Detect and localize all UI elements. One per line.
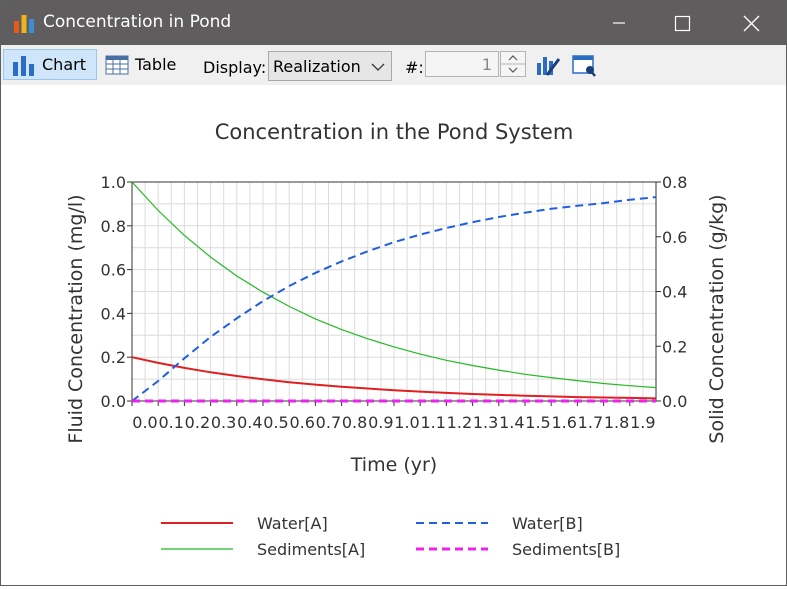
x-tick-label: 1.8: [604, 413, 629, 432]
x-tick-label: 1.1: [420, 413, 445, 432]
realization-number-input[interactable]: 1: [425, 51, 499, 77]
x-tick-label: 0.3: [211, 413, 236, 432]
x-axis-label: Time (yr): [350, 454, 437, 476]
legend-label: Sediments[B]: [512, 540, 620, 559]
display-select[interactable]: Realization: [268, 51, 392, 81]
legend-label: Water[B]: [512, 514, 583, 533]
y-axis-left-label: Fluid Concentration (mg/l): [65, 194, 87, 443]
title-bar[interactable]: Concentration in Pond: [1, 1, 786, 45]
number-spinner[interactable]: [500, 51, 526, 77]
realization-number-value: 1: [481, 55, 492, 74]
x-tick-label: 1.0: [394, 413, 419, 432]
spinner-arrows-icon: [501, 55, 525, 73]
chart-title: Concentration in the Pond System: [215, 120, 574, 144]
chart-grid: [132, 182, 656, 401]
y-right-tick-label: 0.4: [662, 283, 687, 302]
y-left-tick-label: 0.6: [101, 261, 126, 280]
series-line-water-b: [131, 196, 657, 402]
x-tick-label: 0.7: [316, 413, 341, 432]
chart-tab-label: Chart: [42, 55, 86, 74]
y-right-tick-label: 0.2: [662, 337, 687, 356]
x-tick-label: 0.0: [132, 413, 157, 432]
bar-chart-app-icon: [14, 15, 34, 33]
y-axis-right-ticks: 0.0 0.2 0.4 0.6 0.8: [656, 173, 687, 411]
maximize-icon: [674, 15, 691, 32]
close-icon: [743, 15, 760, 32]
legend-label: Water[A]: [257, 514, 328, 533]
number-label: #:: [405, 58, 424, 77]
minimize-icon: [613, 22, 625, 24]
y-right-tick-label: 0.0: [662, 392, 687, 411]
y-axis-left-ticks: 0.0 0.2 0.4 0.6 0.8 1.0: [101, 173, 132, 411]
display-label: Display:: [203, 58, 267, 77]
legend-label: Sediments[A]: [257, 540, 365, 559]
x-tick-label: 0.8: [342, 413, 367, 432]
chart-svg: Concentration in the Pond System 0.0 0.1 0…: [65, 120, 728, 559]
minimize-button[interactable]: [589, 1, 649, 45]
chart-legend: Water[A] Water[B] Sediments[A] Sediments[B]: [161, 514, 620, 559]
window-settings-icon: [572, 54, 596, 77]
close-button[interactable]: [719, 1, 779, 45]
y-left-tick-label: 0.8: [101, 217, 126, 236]
x-axis-ticks: 0.0 0.1 0.2 0.3 0.4 0.5 0.6 0.7 0.8 0.9 1.0 1.1 1.2 1…: [131, 401, 656, 432]
toolbar: Chart Table Display: Realization #: 1: [1, 45, 786, 85]
maximize-button[interactable]: [651, 1, 711, 45]
x-tick-label: 1.7: [578, 413, 603, 432]
x-tick-label: 1.2: [447, 413, 472, 432]
table-icon: [105, 55, 129, 74]
series-line-sediments-a: [131, 181, 657, 389]
chart-edit-icon: [537, 56, 561, 76]
series-line-water-a: [131, 356, 657, 400]
x-tick-label: 0.2: [185, 413, 210, 432]
x-tick-label: 1.3: [473, 413, 498, 432]
chart-series: [131, 181, 657, 403]
x-tick-label: 1.9: [630, 413, 655, 432]
y-right-tick-label: 0.6: [662, 228, 687, 247]
y-right-tick-label: 0.8: [662, 173, 687, 192]
table-tab-button[interactable]: Table: [101, 49, 185, 80]
display-select-value: Realization: [273, 57, 361, 76]
x-tick-label: 1.6: [551, 413, 576, 432]
y-left-tick-label: 0.0: [101, 392, 126, 411]
x-tick-label: 0.4: [237, 413, 262, 432]
x-tick-label: 0.9: [368, 413, 393, 432]
y-left-tick-label: 0.4: [101, 304, 126, 323]
x-tick-label: 1.4: [499, 413, 524, 432]
chart-settings-button[interactable]: [571, 49, 601, 80]
x-tick-label: 0.1: [158, 413, 183, 432]
y-left-tick-label: 1.0: [101, 173, 126, 192]
chart-tab-button[interactable]: Chart: [3, 49, 97, 80]
x-tick-label: 0.5: [263, 413, 288, 432]
y-left-tick-label: 0.2: [101, 348, 126, 367]
chevron-down-icon: [371, 63, 385, 71]
y-axis-right-label: Solid Concentration (g/kg): [706, 194, 728, 443]
chart-panel: Concentration in the Pond System 0.0 0.1 0…: [1, 85, 786, 585]
table-tab-label: Table: [135, 55, 177, 74]
bar-chart-icon: [13, 55, 34, 76]
chart-edit-button[interactable]: [535, 49, 565, 80]
x-tick-label: 1.5: [525, 413, 550, 432]
window-title: Concentration in Pond: [43, 12, 232, 32]
x-tick-label: 0.6: [289, 413, 314, 432]
